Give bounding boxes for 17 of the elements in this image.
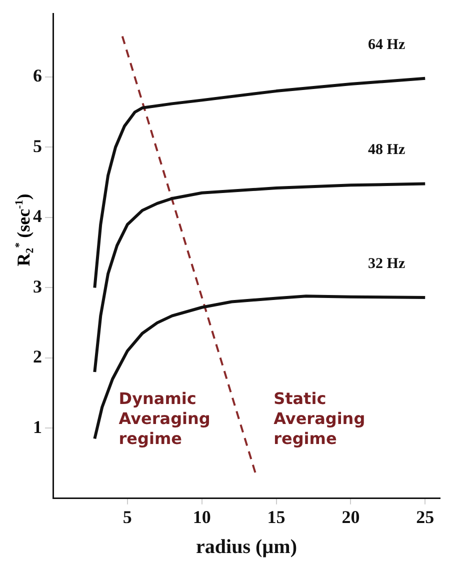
series-label: 48 Hz — [368, 142, 406, 158]
y-tick-label: 5 — [33, 136, 42, 156]
y-tick-label: 2 — [33, 346, 42, 367]
y-tick-label: 1 — [33, 416, 42, 437]
y-tick-label: 4 — [33, 206, 42, 226]
series-label: 32 Hz — [368, 256, 406, 272]
annotation: Dynamic Averaging regime — [118, 388, 210, 448]
series-label: 64 Hz — [368, 36, 406, 53]
x-tick-label: 20 — [342, 506, 360, 527]
annotation: Static Averaging regime — [274, 388, 366, 448]
x-tick-label: 10 — [192, 506, 211, 527]
y-tick-label: 6 — [33, 66, 42, 86]
x-tick-label: 25 — [416, 506, 434, 527]
x-axis-title: radius (µm) — [196, 536, 297, 558]
y-tick-label: 3 — [33, 276, 42, 296]
x-tick-label: 15 — [267, 506, 286, 527]
x-tick-label: 5 — [122, 506, 132, 527]
